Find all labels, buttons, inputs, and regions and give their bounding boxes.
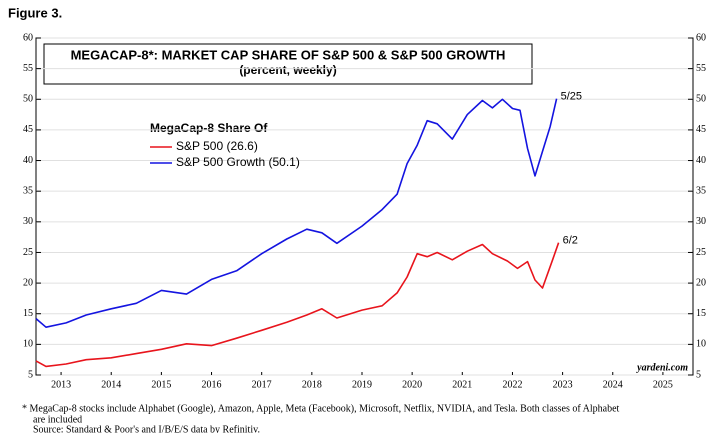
y-tick-label: 45	[23, 124, 33, 135]
end-label: 5/25	[561, 91, 582, 103]
y-tick-label: 10	[23, 339, 33, 350]
y2-tick-label: 10	[696, 339, 706, 350]
x-tick-label: 2022	[502, 379, 522, 390]
x-tick-label: 2015	[151, 379, 171, 390]
y2-tick-label: 15	[696, 308, 706, 319]
x-tick-label: 2014	[101, 379, 121, 390]
y2-tick-label: 50	[696, 94, 706, 105]
footnote: * MegaCap-8 stocks include Alphabet (Goo…	[22, 403, 620, 414]
title-box	[43, 43, 533, 85]
y2-tick-label: 55	[696, 63, 706, 74]
y-tick-label: 55	[23, 63, 33, 74]
x-tick-label: 2024	[603, 379, 623, 390]
y2-tick-label: 40	[696, 155, 706, 166]
series-line	[35, 242, 560, 368]
y-tick-label: 15	[23, 308, 33, 319]
y-tick-label: 40	[23, 155, 33, 166]
chart-subtitle: (percent, weekly)	[239, 63, 336, 77]
x-tick-label: 2023	[553, 379, 573, 390]
y-tick-label: 35	[23, 185, 33, 196]
footnote: Source: Standard & Poor's and I/B/E/S da…	[33, 424, 260, 433]
legend-label: S&P 500 Growth (50.1)	[176, 155, 300, 169]
y2-tick-label: 25	[696, 247, 706, 258]
y-tick-label: 5	[28, 369, 33, 380]
y2-tick-label: 45	[696, 124, 706, 135]
legend-label: S&P 500 (26.6)	[176, 139, 258, 153]
x-tick-label: 2017	[252, 379, 272, 390]
x-tick-label: 2018	[302, 379, 322, 390]
y2-tick-label: 60	[696, 32, 706, 43]
figure-label: Figure 3.	[8, 5, 62, 20]
plot-frame	[35, 37, 694, 376]
x-tick-label: 2025	[653, 379, 673, 390]
y-tick-label: 50	[23, 94, 33, 105]
end-label: 6/2	[563, 235, 578, 247]
x-tick-label: 2019	[352, 379, 372, 390]
chart-title: MEGACAP-8*: MARKET CAP SHARE OF S&P 500 …	[71, 47, 506, 62]
legend-title: MegaCap-8 Share Of	[150, 121, 268, 135]
y2-tick-label: 20	[696, 277, 706, 288]
x-tick-label: 2013	[51, 379, 71, 390]
y2-tick-label: 5	[696, 369, 701, 380]
x-tick-label: 2020	[402, 379, 422, 390]
x-tick-label: 2021	[452, 379, 472, 390]
y-tick-label: 20	[23, 277, 33, 288]
y-tick-label: 25	[23, 247, 33, 258]
footnote: are included	[33, 414, 82, 425]
y-tick-label: 30	[23, 216, 33, 227]
x-tick-label: 2016	[202, 379, 222, 390]
series-line	[35, 98, 558, 328]
y2-tick-label: 30	[696, 216, 706, 227]
source-mark: yardeni.com	[636, 362, 688, 373]
y2-tick-label: 35	[696, 185, 706, 196]
y-tick-label: 60	[23, 32, 33, 43]
